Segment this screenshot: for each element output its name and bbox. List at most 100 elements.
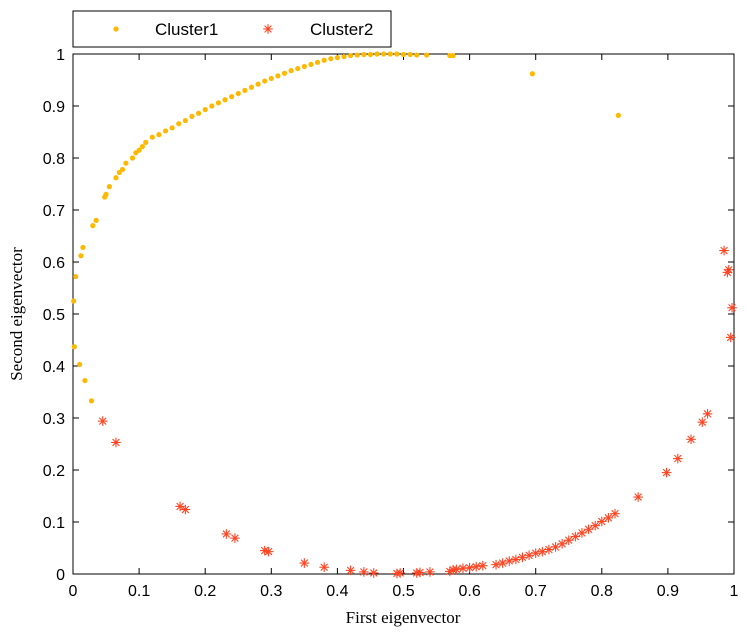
data-point-cluster1 [424,52,430,58]
data-point-cluster2 [719,245,729,256]
data-point-cluster2 [517,552,528,563]
data-point-cluster2 [451,564,462,575]
x-tick-label: 0.9 [657,583,679,600]
data-point-cluster1 [88,398,95,404]
data-point-cluster2 [563,535,574,545]
data-point-cluster1 [374,51,380,57]
data-point-cluster1 [156,132,162,138]
data-point-cluster1 [367,51,374,58]
x-tick-label: 0 [69,583,78,600]
data-point-cluster2 [524,550,534,561]
y-tick-label: 0.9 [43,99,65,116]
data-point-cluster1 [308,61,314,67]
data-point-cluster1 [93,217,99,223]
x-axis-title: First eigenvector [346,608,461,627]
data-point-cluster1 [90,223,96,229]
x-tick-label: 0.8 [591,583,613,600]
y-axis-tick-labels: 0 0.1 0.2 0.3 0.4 0.5 0.6 0.7 0.8 0.9 1 [43,47,65,584]
data-point-cluster2 [590,520,600,531]
data-point-cluster2 [570,531,581,542]
legend: Cluster1 Cluster2 [72,10,392,48]
legend-marker-cluster2 [263,24,273,34]
data-point-cluster1 [136,147,142,153]
data-point-cluster1 [80,244,86,251]
data-point-cluster2 [725,332,736,343]
data-point-cluster1 [182,117,188,124]
data-point-cluster2 [395,568,405,578]
data-point-cluster1 [348,52,354,59]
y-tick-label: 0.3 [43,411,65,428]
data-point-cluster1 [71,298,77,304]
legend-label-cluster2: Cluster2 [310,20,373,39]
data-point-cluster1 [407,51,413,58]
data-point-cluster2 [180,504,191,515]
data-point-cluster1 [149,134,155,140]
data-point-cluster2 [478,560,488,571]
data-point-cluster2 [491,559,501,570]
y-tick-label: 0 [56,567,65,584]
data-point-cluster1 [361,51,367,58]
legend-star [263,24,273,34]
data-point-cluster2 [497,558,508,568]
data-point-cluster2 [263,546,274,557]
data-point-cluster1 [268,75,274,82]
data-point-cluster1 [222,97,228,103]
y-tick-label: 0.1 [43,515,65,532]
data-point-cluster1 [143,139,149,145]
data-point-cluster1 [82,377,88,384]
data-point-cluster2 [415,567,425,578]
data-point-cluster2 [727,302,737,313]
y-tick-label: 0.2 [43,463,65,480]
x-tick-label: 0.3 [260,583,282,600]
data-point-cluster2 [530,548,541,558]
data-point-cluster2 [697,417,708,427]
data-point-cluster2 [175,501,185,512]
data-point-cluster1 [209,103,215,109]
x-tick-label: 0.7 [525,583,547,600]
y-tick-label: 0.7 [43,203,65,220]
data-point-cluster2 [464,562,475,573]
data-point-cluster2 [458,563,468,574]
series-cluster1 [71,51,621,404]
data-point-cluster1 [139,143,146,150]
data-point-cluster1 [113,175,119,181]
data-point-cluster1 [288,68,294,74]
data-point-cluster2 [425,567,435,577]
x-tick-label: 0.6 [458,583,480,600]
data-point-cluster1 [341,54,347,60]
data-point-cluster1 [103,191,109,197]
data-point-cluster1 [78,253,84,259]
x-tick-label: 1 [730,583,739,600]
data-point-cluster1 [73,273,79,280]
x-tick-label: 0.5 [392,583,414,600]
data-point-cluster1 [248,84,255,90]
data-point-cluster1 [615,112,621,118]
plot-area-frame [72,53,735,575]
data-point-cluster2 [610,508,620,519]
data-point-cluster1 [414,52,420,58]
data-point-cluster1 [189,113,195,119]
data-point-cluster1 [119,166,126,173]
data-point-cluster1 [195,110,202,116]
data-point-cluster2 [557,539,567,549]
y-tick-label: 0.5 [43,307,65,324]
series-cluster2 [97,245,737,579]
data-point-cluster1 [169,125,175,131]
data-point-cluster1 [400,51,407,58]
y-tick-label: 0.8 [43,151,65,168]
data-point-cluster1 [328,56,334,62]
data-point-cluster1 [176,121,182,127]
data-point-cluster2 [511,554,521,565]
data-point-cluster2 [221,529,232,539]
data-point-cluster1 [77,361,83,368]
y-axis-title: Second eigenvector [7,247,26,381]
data-point-cluster2 [673,453,683,464]
data-point-cluster2 [661,467,672,478]
data-point-cluster1 [334,55,340,61]
data-point-cluster2 [97,416,108,426]
data-point-cluster1 [529,71,535,77]
data-point-cluster2 [603,513,614,523]
data-point-cluster1 [215,100,222,106]
